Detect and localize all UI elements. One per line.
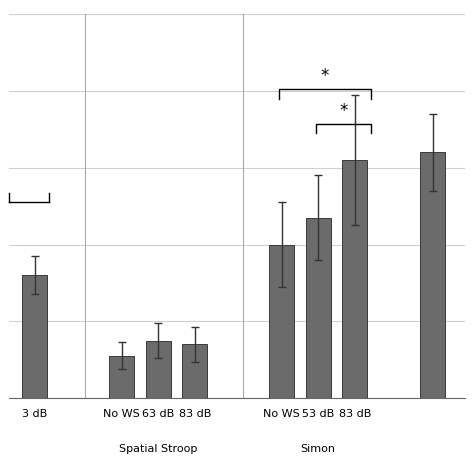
Bar	[22, 275, 47, 398]
Bar	[182, 345, 207, 398]
Text: *: *	[321, 67, 329, 85]
Bar	[306, 218, 331, 398]
Bar	[342, 160, 367, 398]
Text: Spatial Stroop: Spatial Stroop	[119, 444, 197, 454]
Text: *: *	[339, 102, 347, 120]
Bar	[146, 340, 171, 398]
Bar	[269, 245, 294, 398]
Bar	[420, 153, 445, 398]
Bar	[109, 356, 134, 398]
Text: Simon: Simon	[301, 444, 336, 454]
